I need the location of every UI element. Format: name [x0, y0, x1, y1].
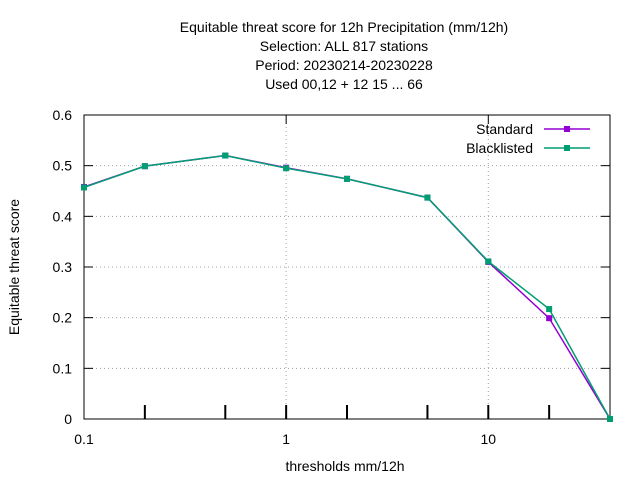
- title-line-2: Selection: ALL 817 stations: [260, 38, 428, 54]
- legend-swatch-marker: [564, 145, 570, 151]
- plot-frame: [83, 114, 611, 420]
- data-point: [81, 184, 87, 191]
- legend-swatch-marker: [564, 126, 570, 132]
- x-tick-label: 1: [282, 431, 290, 447]
- y-tick-label: 0.6: [53, 107, 73, 123]
- title-line-4: Used 00,12 + 12 15 ... 66: [265, 76, 423, 92]
- series-standard: [81, 152, 613, 422]
- axis-ticks: [83, 114, 610, 420]
- x-tick-label: 0.1: [74, 431, 94, 447]
- y-tick-label: 0.4: [53, 208, 73, 224]
- y-tick-label: 0.3: [53, 259, 73, 275]
- y-axis-label: Equitable threat score: [6, 199, 22, 335]
- series-blacklisted: [81, 152, 613, 422]
- chart-title: Equitable threat score for 12h Precipita…: [180, 19, 508, 92]
- data-point: [222, 152, 229, 159]
- data-point: [485, 258, 492, 265]
- x-tick-label: 10: [481, 431, 497, 447]
- y-tick-label: 0: [64, 411, 72, 427]
- y-tick-label: 0.2: [53, 310, 73, 326]
- tick-labels: 00.10.20.30.40.50.60.1 1 10: [53, 107, 497, 447]
- series-line: [83, 154, 611, 420]
- title-line-1: Equitable threat score for 12h Precipita…: [180, 19, 508, 35]
- series-line: [83, 154, 611, 420]
- title-line-3: Period: 20230214-20230228: [255, 57, 433, 73]
- x-axis-label: thresholds mm/12h: [285, 458, 404, 474]
- y-tick-label: 0.5: [53, 158, 73, 174]
- legend-label: Blacklisted: [466, 140, 533, 156]
- series-layer: [81, 152, 613, 422]
- data-point: [546, 306, 553, 313]
- y-tick-label: 0.1: [53, 360, 73, 376]
- data-point: [283, 165, 290, 172]
- data-point: [546, 315, 553, 322]
- data-point: [424, 194, 431, 201]
- data-point: [344, 175, 350, 182]
- data-point: [141, 163, 148, 170]
- legend: Standard Blacklisted: [466, 121, 590, 156]
- grid-lines: [84, 115, 610, 419]
- data-point: [607, 416, 613, 422]
- legend-label: Standard: [476, 121, 533, 137]
